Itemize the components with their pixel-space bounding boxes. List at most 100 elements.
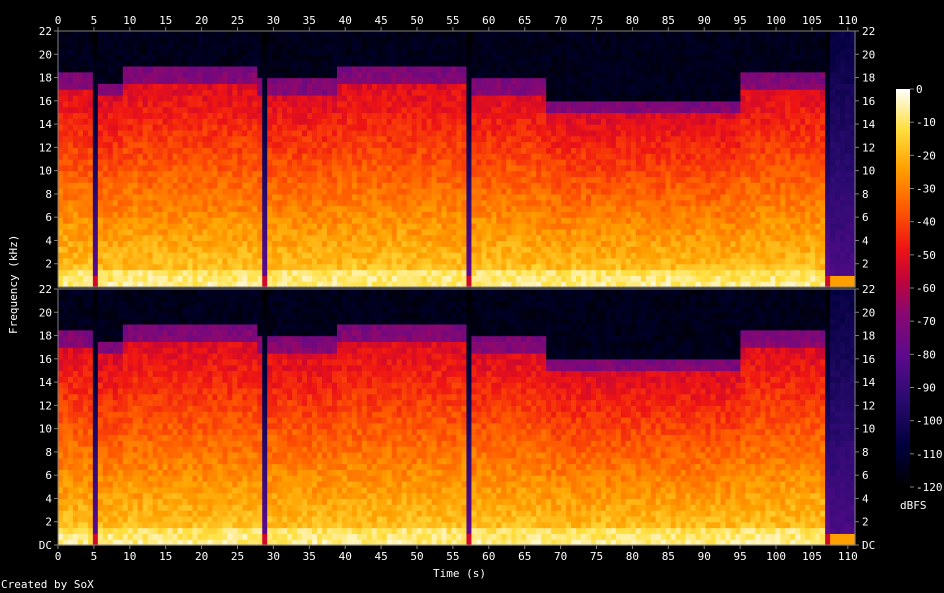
spectrogram-cell (446, 205, 453, 212)
spectrogram-cell (287, 223, 293, 230)
spectrogram-cell (72, 60, 79, 67)
spectrogram-cell (117, 234, 124, 242)
spectrogram-cell (187, 223, 194, 230)
spectrogram-cell (277, 193, 283, 201)
spectrogram-cell (615, 281, 622, 288)
spectrogram-cell (361, 124, 368, 131)
spectrogram-cell (346, 95, 353, 102)
spectrogram-cell (595, 65, 602, 73)
spectrogram-cell (107, 95, 114, 102)
spectrogram-cell (222, 124, 228, 131)
spectrogram-cell (317, 129, 323, 137)
spectrogram-cell (197, 118, 204, 125)
spectrogram-cell (581, 182, 587, 189)
spectrogram-cell (406, 170, 413, 178)
spectrogram-cell (366, 281, 373, 288)
spectrogram-cell (252, 275, 258, 282)
spectrogram-cell (282, 124, 288, 131)
spectrogram-cell (376, 147, 383, 154)
spectrogram-cell (247, 89, 253, 96)
spectrogram-cell (322, 89, 328, 96)
spectrogram-cell (521, 234, 527, 242)
spectrogram-cell (242, 106, 248, 114)
spectrogram-cell (326, 48, 333, 55)
spectrogram-cell (526, 275, 532, 282)
spectrogram-cell (112, 112, 119, 119)
spectrogram-cell (162, 36, 169, 44)
spectrogram-cell (277, 135, 283, 143)
spectrogram-cell (506, 42, 512, 50)
spectrogram-cell (536, 211, 542, 218)
spectrogram-cell (386, 129, 393, 137)
spectrogram-cell (62, 60, 69, 67)
spectrogram-cell (471, 263, 478, 271)
spectrogram-cell (227, 31, 233, 38)
spectrogram-cell (421, 193, 428, 201)
spectrogram-cell (182, 118, 189, 125)
spectrogram-cell (371, 89, 378, 96)
spectrogram-cell (416, 159, 423, 166)
spectrogram-cell (541, 176, 547, 183)
spectrogram-cell (561, 275, 567, 282)
spectrogram-cell (416, 100, 423, 108)
spectrogram-cell (162, 176, 169, 183)
spectrogram-cell (356, 188, 363, 195)
spectrogram-cell (496, 153, 502, 160)
spectrogram-cell (282, 275, 288, 282)
spectrogram-cell (391, 170, 398, 178)
spectrogram-cell (541, 48, 547, 55)
spectrogram-cell (356, 246, 363, 253)
spectrogram-cell (242, 269, 248, 276)
spectrogram-cell (102, 199, 109, 207)
spectrogram-cell (551, 31, 557, 38)
spectrogram-cell (287, 211, 293, 218)
spectrogram-cell (346, 281, 353, 288)
spectrogram-cell (331, 89, 338, 96)
spectrogram-cell (212, 240, 218, 247)
spectrogram-cell (336, 95, 343, 102)
spectrogram-cell (546, 240, 552, 247)
spectrogram-cell (346, 112, 353, 119)
spectrogram-cell (600, 112, 607, 119)
spectrogram-cell (67, 217, 74, 224)
spectrogram-cell (546, 211, 552, 218)
spectrogram-cell (581, 36, 587, 44)
spectrogram-cell (287, 36, 293, 44)
spectrogram-cell (471, 228, 478, 236)
spectrogram-cell (610, 118, 617, 125)
spectrogram-cell (122, 257, 129, 265)
spectrogram-cell (307, 263, 313, 271)
spectrogram-cell (67, 228, 74, 236)
spectrogram-cell (376, 118, 383, 125)
spectrogram-cell (461, 71, 468, 79)
spectrogram-cell (421, 240, 428, 247)
spectrogram-cell (431, 83, 438, 90)
spectrogram-cell (396, 112, 403, 119)
spectrogram-cell (351, 252, 358, 259)
spectrogram-cell (62, 269, 69, 276)
spectrogram-cell (620, 223, 627, 230)
spectrogram-cell (511, 223, 517, 230)
spectrogram-cell (202, 246, 209, 253)
spectrogram-cell (436, 257, 443, 265)
spectrogram-cell (187, 170, 194, 178)
spectrogram-cell (346, 100, 353, 108)
spectrogram-cell (476, 223, 483, 230)
spectrogram-cell (82, 42, 89, 50)
spectrogram-cell (317, 31, 323, 38)
spectrogram-cell (476, 246, 483, 253)
spectrogram-cell (496, 89, 502, 96)
spectrogram-cell (172, 263, 179, 271)
spectrogram-cell (491, 141, 497, 148)
spectrogram-cell (67, 36, 74, 44)
spectrogram-cell (277, 100, 283, 108)
spectrogram-cell (541, 106, 547, 114)
spectrogram-cell (132, 31, 139, 38)
spectrogram-cell (511, 36, 517, 44)
spectrogram-cell (302, 176, 308, 183)
spectrogram-cell (132, 281, 139, 288)
spectrogram-cell (147, 77, 154, 84)
spectrogram-cell (87, 252, 94, 259)
spectrogram-cell (615, 147, 622, 154)
spectrogram-cell (92, 211, 99, 218)
